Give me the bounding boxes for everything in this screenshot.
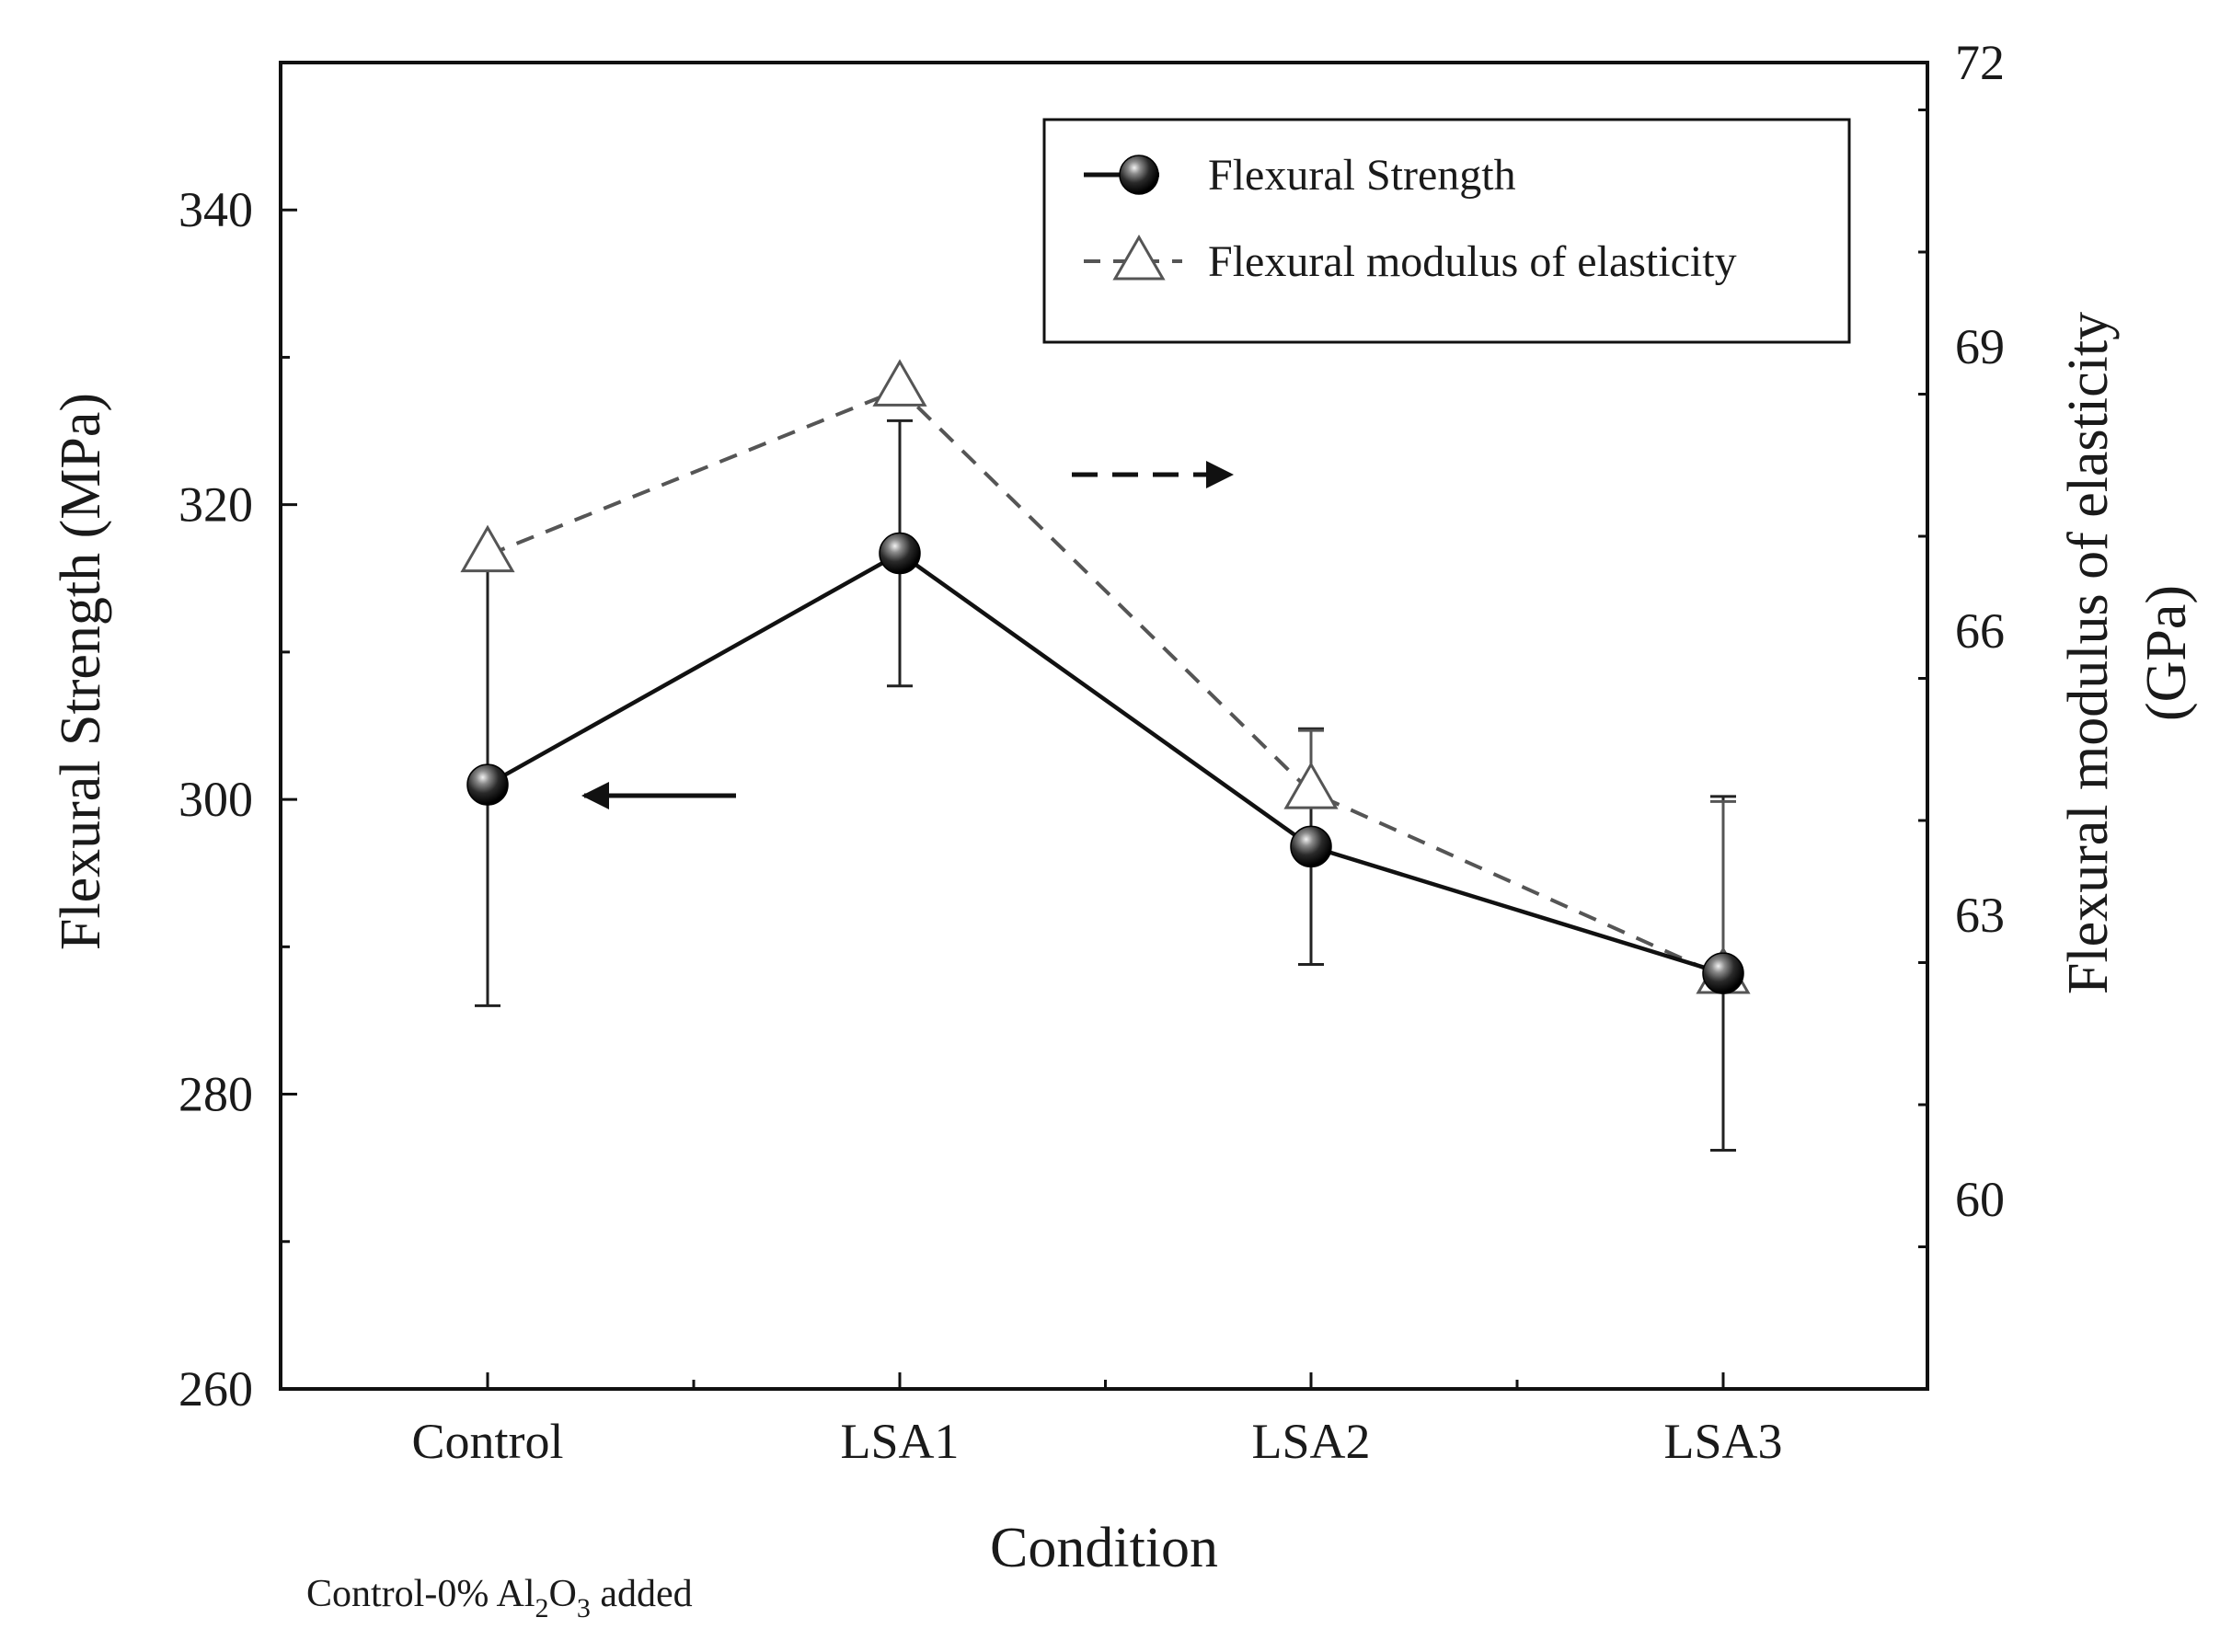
y-axis-left-title: Flexural Strength (MPa) xyxy=(50,393,112,950)
series-line-modulus xyxy=(487,387,1724,979)
y-right-tick-label: 72 xyxy=(1955,35,2005,90)
marker-modulus-control xyxy=(460,524,515,573)
y-right-tick-label: 63 xyxy=(1955,888,2005,943)
marker-modulus-lsa2 xyxy=(1283,762,1339,809)
y-left-tick-label: 320 xyxy=(178,477,253,533)
footnote-prefix: Control-0% Al xyxy=(306,1573,535,1615)
axes-ticks: 260 280 300 320 340 60 63 66 69 72 Control LSA1 LSA2… xyxy=(178,35,2005,1469)
y-axis-right-title-line2: (GPa) xyxy=(2135,585,2198,721)
marker-modulus-lsa1 xyxy=(872,359,927,407)
y-right-tick-label: 66 xyxy=(1955,603,2005,659)
marker-strength-lsa1 xyxy=(879,532,921,575)
legend: Flexural Strength Flexural modulus of el… xyxy=(1042,118,1851,344)
marker-strength-control xyxy=(466,763,509,806)
x-tick-label: LSA2 xyxy=(1251,1414,1370,1469)
y-left-tick-label: 340 xyxy=(178,182,253,237)
footnote-sub2: 3 xyxy=(577,1593,591,1623)
legend-strength-label: Flexural Strength xyxy=(1208,151,1516,200)
error-bars xyxy=(475,419,1736,1152)
legend-box xyxy=(1042,118,1851,344)
x-tick-label: LSA3 xyxy=(1663,1414,1782,1469)
y-left-tick-label: 260 xyxy=(178,1361,253,1417)
footnote-suffix: added xyxy=(591,1573,693,1615)
legend-modulus-label: Flexural modulus of elasticity xyxy=(1208,237,1737,286)
series-lines xyxy=(486,387,1724,979)
series-line-strength xyxy=(486,550,1724,976)
y-left-tick-label: 280 xyxy=(178,1067,253,1122)
x-tick-label: LSA1 xyxy=(840,1414,959,1469)
y-axis-right-title-line1: Flexural modulus of elasticity xyxy=(2057,312,2120,994)
marker-strength-lsa3 xyxy=(1702,952,1744,994)
legend-modulus-marker xyxy=(1112,235,1166,281)
x-axis-title: Condition xyxy=(990,1517,1218,1579)
legend-strength-marker xyxy=(1119,155,1159,195)
footnote: Control-0% Al2O3 added xyxy=(306,1573,693,1623)
footnote-mid: O xyxy=(549,1573,577,1615)
footnote-sub1: 2 xyxy=(535,1593,549,1623)
y-right-tick-label: 60 xyxy=(1955,1172,2005,1227)
marker-strength-lsa2 xyxy=(1290,825,1332,868)
y-right-tick-label: 69 xyxy=(1955,319,2005,374)
y-left-tick-label: 300 xyxy=(178,772,253,827)
x-tick-label: Control xyxy=(411,1414,563,1469)
markers xyxy=(460,359,1751,994)
